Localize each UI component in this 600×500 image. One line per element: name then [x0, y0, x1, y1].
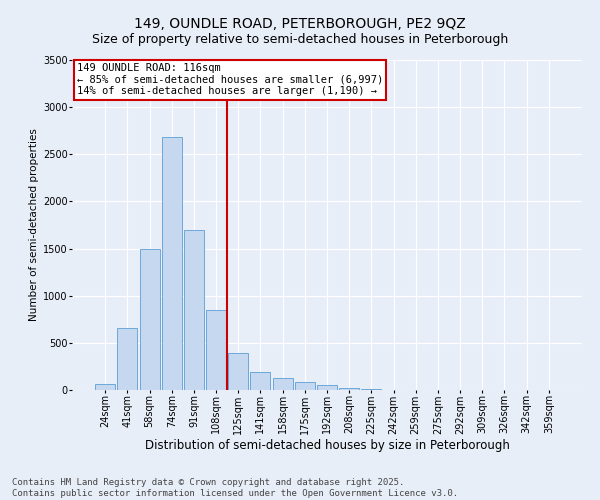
Text: Contains HM Land Registry data © Crown copyright and database right 2025.
Contai: Contains HM Land Registry data © Crown c…: [12, 478, 458, 498]
Bar: [339, 388, 359, 390]
Y-axis label: Number of semi-detached properties: Number of semi-detached properties: [29, 128, 39, 322]
Text: Size of property relative to semi-detached houses in Peterborough: Size of property relative to semi-detach…: [92, 32, 508, 46]
Bar: [118, 328, 137, 390]
Bar: [162, 138, 182, 390]
Bar: [361, 389, 382, 390]
Bar: [140, 248, 160, 390]
Bar: [228, 353, 248, 390]
Text: 149, OUNDLE ROAD, PETERBOROUGH, PE2 9QZ: 149, OUNDLE ROAD, PETERBOROUGH, PE2 9QZ: [134, 18, 466, 32]
Bar: [184, 230, 204, 390]
X-axis label: Distribution of semi-detached houses by size in Peterborough: Distribution of semi-detached houses by …: [145, 439, 509, 452]
Text: 149 OUNDLE ROAD: 116sqm
← 85% of semi-detached houses are smaller (6,997)
14% of: 149 OUNDLE ROAD: 116sqm ← 85% of semi-de…: [77, 64, 383, 96]
Bar: [206, 310, 226, 390]
Bar: [250, 372, 271, 390]
Bar: [95, 384, 115, 390]
Bar: [272, 378, 293, 390]
Bar: [317, 386, 337, 390]
Bar: [295, 382, 315, 390]
